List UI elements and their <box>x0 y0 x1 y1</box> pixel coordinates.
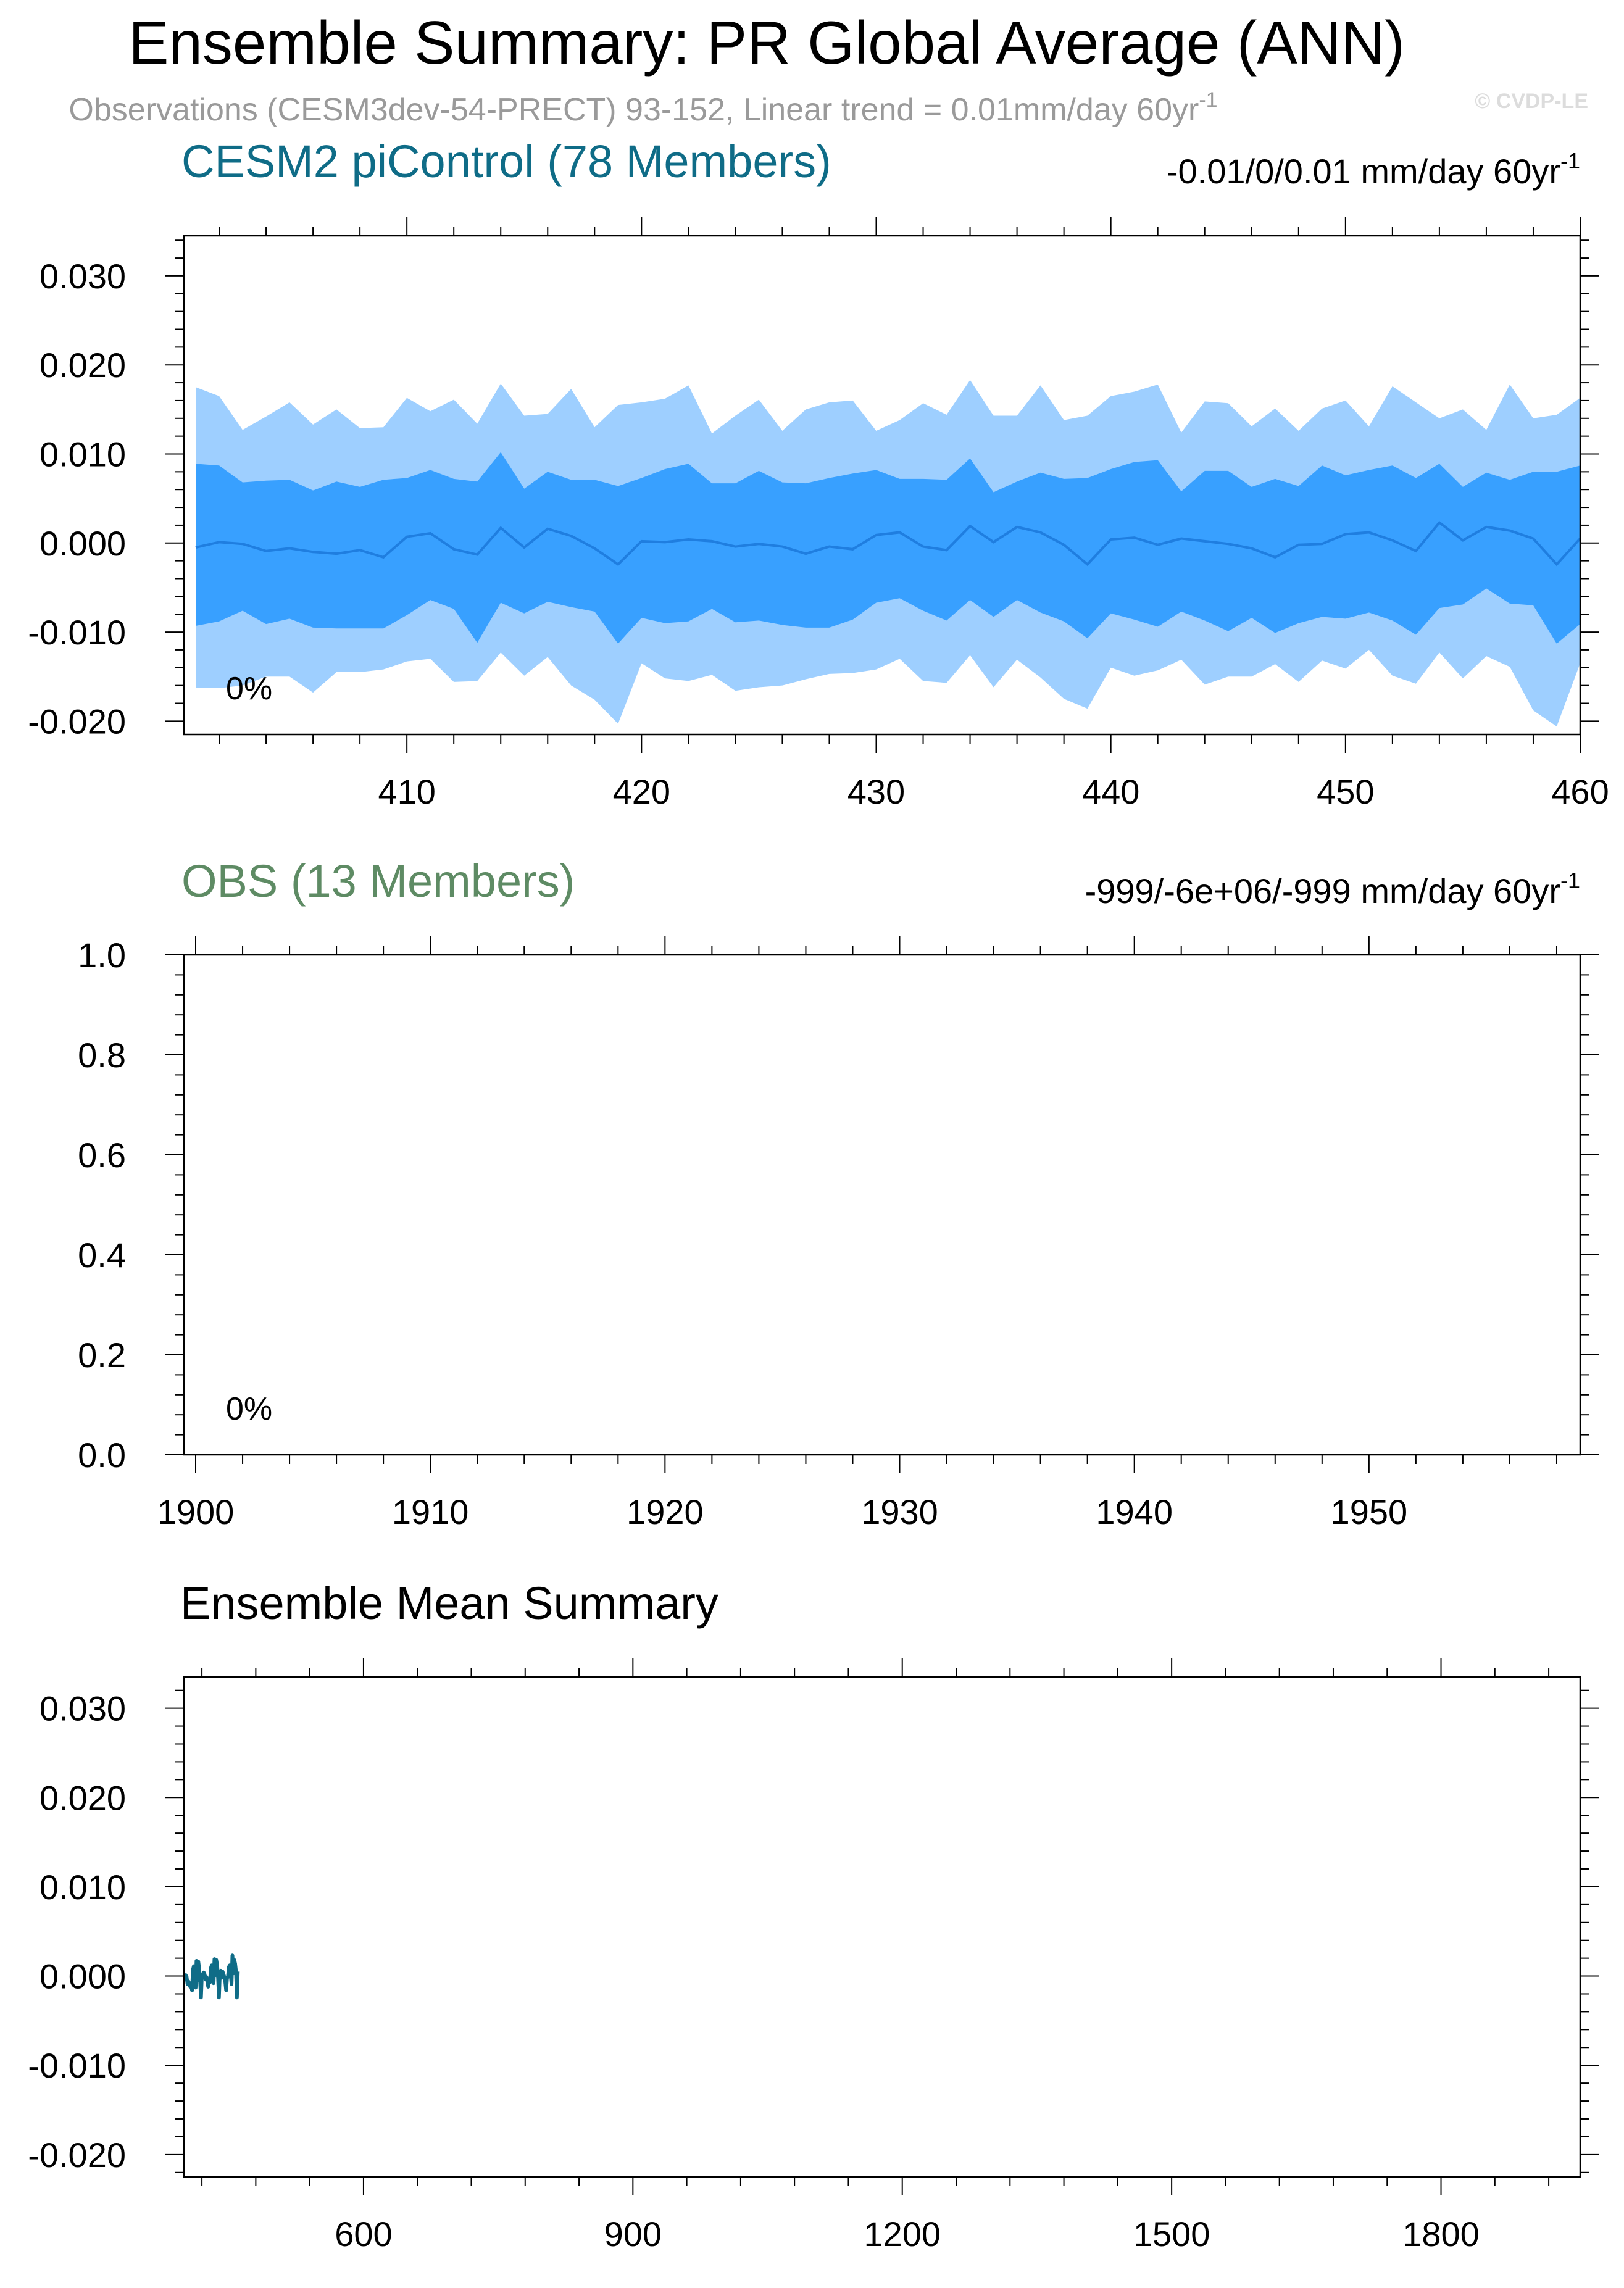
panel3-y-tick-label: 0.000 <box>40 1957 126 1996</box>
ensemble-mean-line <box>195 520 1581 567</box>
panel2-stats-text: -999/-6e+06/-999 mm/day 60yr <box>1085 872 1560 910</box>
panel-summary: Ensemble Mean Summary 600 900 1200 1500 1800… <box>28 1578 1599 2253</box>
panel2-stats: -999/-6e+06/-999 mm/day 60yr-1 <box>1085 868 1580 910</box>
panel2-y-tick-label: 1.0 <box>78 936 126 975</box>
panel1-y-tick-label: 0.010 <box>40 435 126 474</box>
panel2-y-tick-label: 0.4 <box>78 1236 126 1275</box>
credit-label: © CVDP-LE <box>1475 89 1588 113</box>
panel2-x-tick-label: 1950 <box>1331 1492 1408 1531</box>
panel1-stats: -0.01/0/0.01 mm/day 60yr-1 <box>1167 148 1580 191</box>
panel2-x-tick-label: 1930 <box>861 1492 938 1531</box>
panel2-title: OBS (13 Members) <box>181 855 575 907</box>
panel1-x-tick-label: 460 <box>1551 772 1609 811</box>
panel3-y-tick-label: 0.030 <box>40 1689 126 1728</box>
panel1-y-tick-label: 0.020 <box>40 346 126 385</box>
panel1-plot: 410 420 430 440 450 460 -0.020 -0.010 0.000 0.010… <box>28 217 1609 811</box>
figure-subtitle: Observations (CESM3dev-54-PRECT) 93-152,… <box>69 88 1217 128</box>
panel3-y-tick-label: -0.010 <box>28 2046 126 2085</box>
panel2-annotation: 0% <box>226 1391 272 1427</box>
figure-subtitle-text: Observations (CESM3dev-54-PRECT) 93-152,… <box>69 92 1199 128</box>
panel1-stats-sup: -1 <box>1560 148 1580 173</box>
panel1-x-tick-label: 410 <box>378 772 435 811</box>
summary-mean-line <box>183 1953 240 2000</box>
figure-subtitle-sup: -1 <box>1199 88 1217 112</box>
panel2-x-tick-label: 1940 <box>1096 1492 1173 1531</box>
panel2-plot: 1900 1910 1920 1930 1940 1950 0.0 0.2 0.4 0.6 0.8 1… <box>78 936 1599 1531</box>
panel1-y-tick-label: -0.010 <box>28 613 126 652</box>
panel2-y-tick-label: 0.8 <box>78 1036 126 1075</box>
panel3-y-tick-label: 0.020 <box>40 1778 126 1817</box>
panel3-x-tick-label: 600 <box>335 2215 392 2253</box>
panel2-x-tick-label: 1910 <box>392 1492 469 1531</box>
panel3-x-tick-label: 1500 <box>1133 2215 1210 2253</box>
panel1-stats-text: -0.01/0/0.01 mm/day 60yr <box>1167 152 1560 191</box>
panel1-x-tick-label: 420 <box>613 772 670 811</box>
panel2-x-tick-label: 1900 <box>157 1492 235 1531</box>
panel3-x-tick-label: 900 <box>604 2215 662 2253</box>
panel3-y-tick-label: 0.010 <box>40 1868 126 1907</box>
figure-title: Ensemble Summary: PR Global Average (ANN… <box>128 9 1405 77</box>
panel-obs: OBS (13 Members) -999/-6e+06/-999 mm/day… <box>78 855 1599 1531</box>
panel1-y-tick-label: 0.000 <box>40 524 126 563</box>
panel1-plot-border <box>183 235 1581 736</box>
panel3-x-tick-label: 1800 <box>1402 2215 1480 2253</box>
panel3-x-tick-label: 1200 <box>864 2215 941 2253</box>
panel-ensemble: CESM2 piControl (78 Members) -0.01/0/0.0… <box>28 136 1609 811</box>
panel1-title: CESM2 piControl (78 Members) <box>181 136 831 187</box>
panel1-y-tick-label: -0.020 <box>28 702 126 741</box>
panel1-y-tick-label: 0.030 <box>40 257 126 296</box>
panel2-y-tick-label: 0.0 <box>78 1436 126 1475</box>
panel2-plot-border <box>183 954 1581 1456</box>
panel2-stats-sup: -1 <box>1560 868 1580 893</box>
panel3-plot-border <box>183 1676 1581 2178</box>
panel2-y-tick-label: 0.6 <box>78 1136 126 1175</box>
panel2-x-tick-label: 1920 <box>627 1492 704 1531</box>
panel1-x-tick-label: 430 <box>847 772 905 811</box>
panel1-annotation: 0% <box>226 671 272 707</box>
panel3-plot: 600 900 1200 1500 1800 -0.020 -0.010 0.000 0.010… <box>28 1658 1599 2253</box>
panel2-y-tick-label: 0.2 <box>78 1336 126 1375</box>
panel1-x-tick-label: 440 <box>1082 772 1139 811</box>
inner-spread-band <box>196 452 1581 644</box>
panel3-y-tick-label: -0.020 <box>28 2136 126 2174</box>
panel1-x-tick-label: 450 <box>1317 772 1374 811</box>
panel3-title: Ensemble Mean Summary <box>180 1578 718 1629</box>
